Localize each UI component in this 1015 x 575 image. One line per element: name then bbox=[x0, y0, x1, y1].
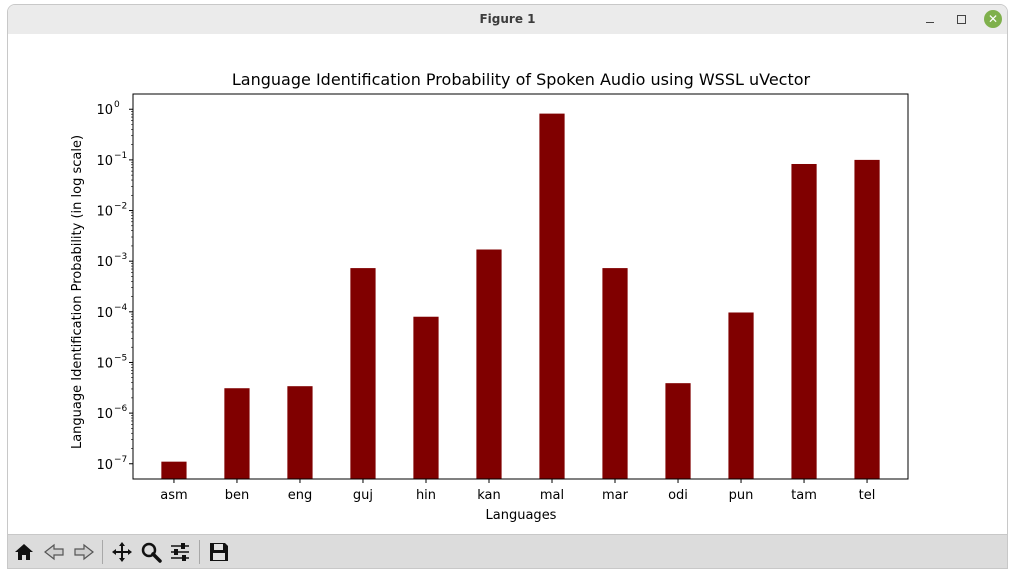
figure-window: Figure 1 ✕ Language Identification Proba… bbox=[7, 4, 1008, 569]
y-tick-exponent: −4 bbox=[114, 303, 128, 313]
maximize-button[interactable] bbox=[952, 10, 970, 28]
x-tick-label: tam bbox=[791, 488, 817, 503]
move-icon bbox=[112, 542, 132, 562]
x-tick-label: eng bbox=[288, 488, 313, 503]
bar-tel bbox=[854, 159, 880, 479]
y-tick-label: 10 bbox=[96, 205, 113, 220]
minimize-icon bbox=[926, 21, 934, 23]
y-tick-exponent: −2 bbox=[114, 202, 127, 212]
x-tick-label: ben bbox=[225, 488, 250, 503]
bar-mal bbox=[539, 113, 565, 480]
bars-group bbox=[161, 113, 880, 480]
x-tick-label: tel bbox=[859, 488, 876, 503]
back-button[interactable] bbox=[41, 539, 67, 565]
x-tick-label: kan bbox=[477, 488, 501, 503]
x-tick-label: mal bbox=[540, 488, 564, 503]
navigation-toolbar bbox=[8, 534, 1007, 568]
forward-button[interactable] bbox=[71, 539, 97, 565]
save-button[interactable] bbox=[206, 539, 232, 565]
bar-hin bbox=[413, 316, 439, 479]
pan-button[interactable] bbox=[109, 539, 135, 565]
y-axis-label: Language Identification Probability (in … bbox=[70, 135, 85, 449]
maximize-icon bbox=[956, 14, 966, 24]
y-tick-exponent: −1 bbox=[114, 151, 127, 161]
y-tick-exponent: −5 bbox=[114, 353, 127, 363]
back-arrow-icon bbox=[44, 543, 64, 561]
x-tick-label: asm bbox=[160, 488, 187, 503]
close-icon: ✕ bbox=[984, 10, 1002, 28]
bar-pun bbox=[728, 312, 754, 479]
toolbar-separator bbox=[102, 540, 103, 564]
plot-frame bbox=[132, 93, 909, 480]
home-button[interactable] bbox=[11, 539, 37, 565]
bar-kan bbox=[476, 249, 502, 479]
y-tick-label: 10 bbox=[96, 356, 113, 371]
bar-chart: Language Identification Probability of S… bbox=[70, 70, 909, 523]
toolbar-separator bbox=[199, 540, 200, 564]
bar-eng bbox=[287, 386, 313, 479]
bar-tam bbox=[791, 163, 817, 480]
y-tick-exponent: −6 bbox=[114, 404, 128, 414]
figure-canvas[interactable]: Language Identification Probability of S… bbox=[8, 34, 1007, 534]
y-tick-label: 10 bbox=[96, 407, 113, 422]
y-tick-exponent: 0 bbox=[114, 100, 120, 110]
sliders-icon bbox=[171, 543, 189, 561]
x-tick-label: hin bbox=[416, 488, 436, 503]
chart-title: Language Identification Probability of S… bbox=[232, 70, 811, 89]
y-tick-label: 10 bbox=[96, 458, 113, 473]
y-tick-label: 10 bbox=[96, 255, 113, 270]
y-tick-exponent: −3 bbox=[114, 252, 127, 262]
bar-mar bbox=[602, 268, 628, 479]
configure-button[interactable] bbox=[167, 539, 193, 565]
y-tick-exponent: −7 bbox=[114, 455, 127, 465]
x-tick-label: pun bbox=[729, 488, 754, 503]
y-tick-label: 10 bbox=[96, 306, 113, 321]
x-axis-label: Languages bbox=[486, 508, 557, 523]
save-icon bbox=[210, 543, 228, 561]
y-tick-label: 10 bbox=[96, 154, 113, 169]
close-button[interactable]: ✕ bbox=[984, 10, 1002, 28]
bar-asm bbox=[161, 461, 187, 479]
title-bar[interactable]: Figure 1 ✕ bbox=[8, 5, 1007, 35]
forward-arrow-icon bbox=[74, 543, 94, 561]
home-icon bbox=[15, 544, 33, 560]
bar-ben bbox=[224, 388, 250, 479]
bar-guj bbox=[350, 268, 376, 479]
window-title: Figure 1 bbox=[479, 12, 536, 26]
x-tick-label: guj bbox=[353, 488, 373, 503]
y-tick-label: 10 bbox=[96, 103, 113, 118]
x-tick-label: odi bbox=[668, 488, 688, 503]
zoom-button[interactable] bbox=[138, 539, 164, 565]
x-ticks-group: asm ben eng guj hin kan mal mar odi pun tam tel bbox=[160, 479, 875, 503]
zoom-icon bbox=[141, 542, 162, 563]
minimize-button[interactable] bbox=[921, 10, 939, 28]
bar-odi bbox=[665, 383, 691, 479]
x-tick-label: mar bbox=[602, 488, 629, 503]
